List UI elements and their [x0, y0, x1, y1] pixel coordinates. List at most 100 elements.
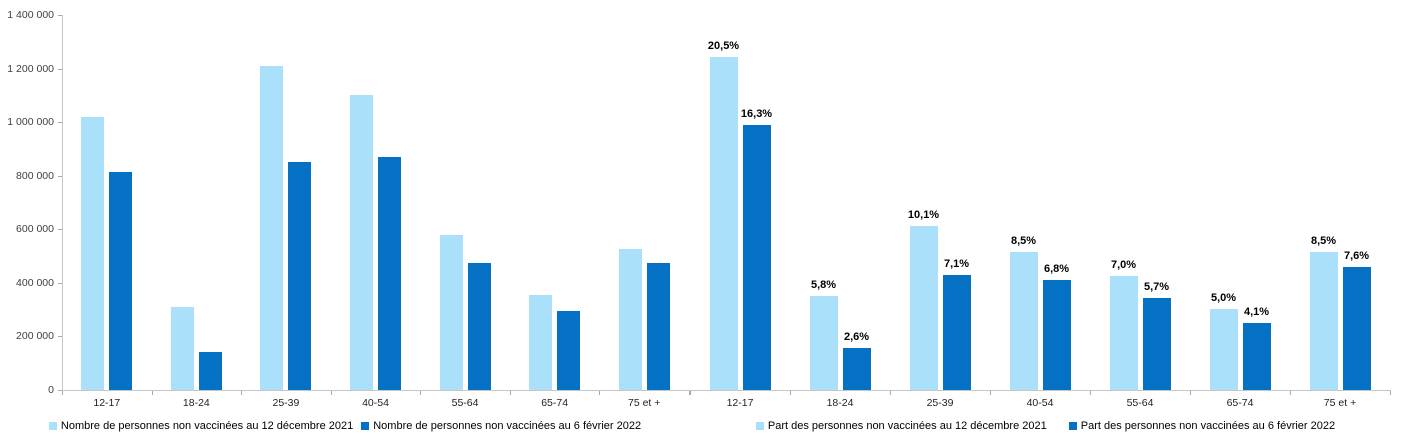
bar: [1342, 267, 1371, 390]
x-axis-tick: [151, 391, 153, 395]
x-axis-category-label: 55-64: [1126, 397, 1154, 409]
x-axis-category-label: 55-64: [451, 397, 479, 409]
legend-swatch-icon: [361, 422, 370, 430]
bar: [809, 296, 838, 390]
legend-label: Part des personnes non vaccinées au 12 d…: [767, 420, 1047, 432]
x-axis-category-label: 12-17: [93, 397, 121, 409]
bar: [288, 162, 312, 390]
x-axis-category-label: 40-54: [1026, 397, 1054, 409]
bar-value-label: 4,1%: [1243, 306, 1270, 318]
bar-value-label: 8,5%: [1010, 235, 1037, 247]
bar-value-label: 16,3%: [740, 108, 773, 120]
x-axis-tick: [330, 391, 332, 395]
legend-item: Part des personnes non vaccinées au 6 fé…: [1068, 419, 1336, 433]
y-axis-tick-label: 0: [48, 384, 54, 396]
x-axis-tick: [790, 391, 791, 395]
y-axis-tick-label: 400 000: [16, 276, 54, 289]
legend-swatch-icon: [1068, 422, 1077, 430]
legend-item: Nombre de personnes non vaccinées au 12 …: [48, 419, 354, 433]
x-axis-tick: [690, 391, 691, 395]
x-axis-category-label: 18-24: [826, 397, 854, 409]
x-axis-tick: [509, 391, 511, 395]
bar: [81, 117, 105, 390]
bar-value-label: 8,5%: [1310, 235, 1337, 247]
x-axis-category-label: 40-54: [362, 397, 389, 409]
y-axis-tick: [58, 390, 62, 391]
x-axis-category-label: 25-39: [926, 397, 954, 409]
bar: [557, 311, 581, 390]
x-axis-category-label: 75 et +: [1323, 397, 1357, 409]
bar: [1009, 252, 1038, 390]
x-axis-tick: [241, 391, 243, 395]
bar-value-label: 7,6%: [1343, 250, 1370, 262]
y-axis-tick-label: 1 200 000: [7, 62, 54, 75]
x-axis-tick: [1290, 391, 1291, 395]
bar: [646, 263, 670, 390]
x-axis-tick: [689, 391, 690, 395]
y-axis-tick: [58, 336, 62, 338]
x-axis-tick: [420, 391, 422, 395]
bar: [618, 249, 642, 390]
bar: [1109, 276, 1138, 390]
y-axis-tick: [58, 229, 62, 231]
x-axis-tick: [62, 391, 63, 395]
x-axis-category-label: 18-24: [182, 397, 210, 409]
bar: [260, 66, 284, 390]
x-axis-category-label: 12-17: [726, 397, 754, 409]
bar: [942, 275, 971, 390]
x-axis-category-label: 65-74: [1226, 397, 1254, 409]
legend-item: Part des personnes non vaccinées au 12 d…: [755, 419, 1047, 433]
bar: [467, 263, 491, 390]
bar: [350, 95, 373, 390]
legend: Nombre de personnes non vaccinées au 12 …: [0, 419, 690, 433]
bar-value-label: 2,6%: [843, 331, 870, 343]
legend-item: Nombre de personnes non vaccinées au 6 f…: [361, 419, 641, 433]
x-axis-tick: [1090, 391, 1091, 395]
legend-label: Part des personnes non vaccinées au 6 fé…: [1080, 420, 1336, 432]
y-axis-tick: [58, 175, 62, 177]
bar: [529, 295, 553, 390]
legend-label: Nombre de personnes non vaccinées au 6 f…: [373, 420, 642, 432]
x-axis-tick: [1190, 391, 1191, 395]
chart-nombre-personnes-non-vaccinees: 1 400 000 1 200 000 1 000 000 800 000 600 00…: [0, 0, 690, 445]
y-axis-tick-label: 800 000: [16, 169, 54, 182]
bar: [198, 352, 222, 390]
bar: [170, 307, 194, 390]
bar: [1209, 309, 1238, 390]
bar-value-label: 7,0%: [1110, 259, 1137, 271]
x-axis-tick: [1390, 391, 1391, 395]
legend-label: Nombre de personnes non vaccinées au 12 …: [60, 420, 354, 432]
x-axis-category-label: 75 et +: [628, 397, 661, 409]
y-axis-tick: [58, 68, 62, 70]
chart-part-personnes-non-vaccinees: 20,5% 16,3% 12-17 5,8% 2,6% 18-24 10,1% 7,1% 25-…: [690, 0, 1401, 445]
bar: [109, 172, 133, 390]
y-axis-tick-label: 1 400 000: [7, 9, 54, 21]
legend-swatch-icon: [48, 422, 57, 430]
y-axis-tick: [58, 282, 62, 284]
x-axis-tick: [599, 391, 601, 395]
x-axis-line: [62, 390, 690, 391]
y-axis-line: [62, 15, 63, 391]
bar: [378, 157, 401, 390]
y-axis-tick-label: 1 000 000: [7, 116, 54, 129]
bar-value-label: 7,1%: [943, 258, 970, 270]
y-axis-tick-label: 200 000: [16, 330, 54, 343]
x-axis-tick: [890, 391, 891, 395]
legend: Part des personnes non vaccinées au 12 d…: [690, 419, 1401, 433]
bar-value-label: 5,0%: [1210, 292, 1237, 304]
y-axis-tick-label: 600 000: [16, 223, 54, 236]
bar: [1042, 280, 1071, 390]
bar: [709, 57, 738, 390]
bar: [842, 348, 871, 390]
y-axis-tick: [58, 122, 62, 124]
legend-swatch-icon: [755, 422, 764, 430]
x-axis-line: [690, 390, 1391, 391]
bar: [909, 226, 938, 390]
bar: [1242, 323, 1271, 390]
bar: [439, 235, 463, 390]
bar-value-label: 6,8%: [1043, 263, 1070, 275]
bar-value-label: 10,1%: [907, 209, 940, 221]
y-axis-tick: [58, 15, 62, 16]
bar: [1309, 252, 1338, 390]
